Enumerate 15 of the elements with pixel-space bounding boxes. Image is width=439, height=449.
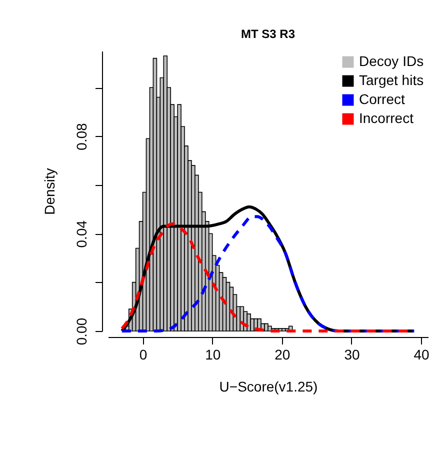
legend-label: Correct xyxy=(359,91,406,107)
y-tick-label: 0.00 xyxy=(74,318,90,346)
x-tick-label: 20 xyxy=(274,346,290,362)
x-tick-label: 30 xyxy=(344,346,360,362)
legend-label: Target hits xyxy=(359,72,424,88)
x-axis-title: U−Score(v1.25) xyxy=(219,378,318,394)
y-axis-title: Density xyxy=(42,168,58,215)
chart-title: MT S3 R3 xyxy=(240,27,296,41)
legend-label: Incorrect xyxy=(359,110,414,126)
y-tick-label: 0.04 xyxy=(74,220,90,248)
x-tick-label: 40 xyxy=(414,346,430,362)
legend-label: Decoy IDs xyxy=(359,53,424,69)
y-tick-label: 0.08 xyxy=(74,122,90,150)
x-tick-label: 0 xyxy=(139,346,148,362)
x-tick-label: 10 xyxy=(205,346,221,362)
